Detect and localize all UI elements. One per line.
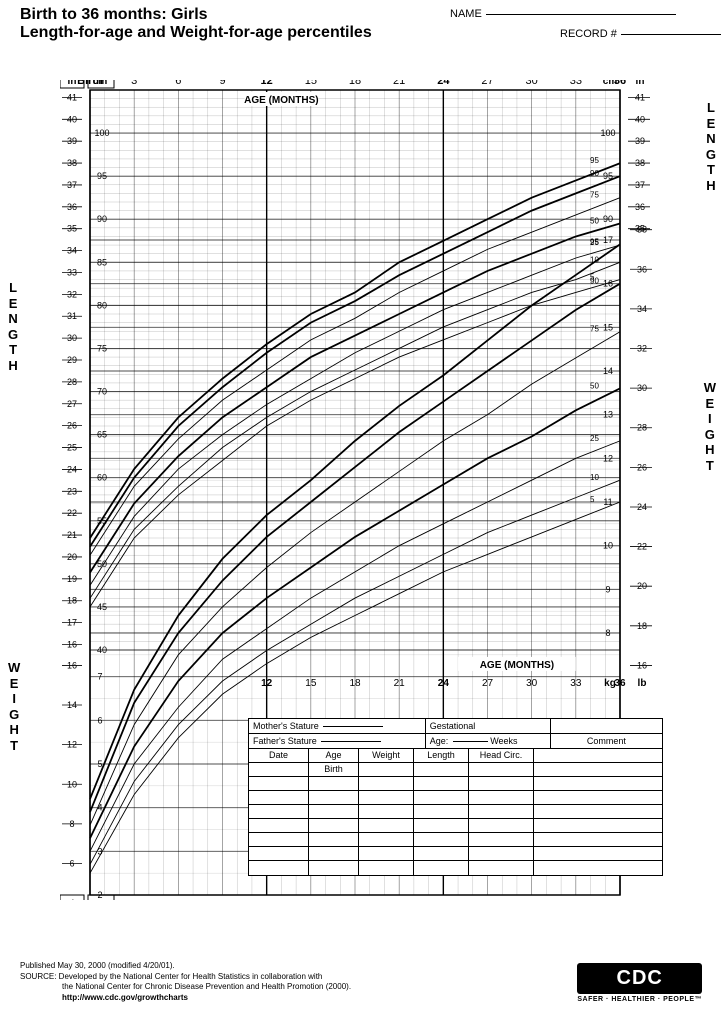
svg-text:8: 8 (605, 628, 610, 638)
svg-text:4: 4 (69, 898, 74, 900)
svg-text:90: 90 (97, 214, 107, 224)
svg-text:30: 30 (526, 678, 538, 689)
svg-text:33: 33 (570, 80, 582, 87)
svg-text:15: 15 (603, 322, 613, 332)
svg-text:kg: kg (604, 678, 616, 689)
length-label-left: LENGTH (8, 280, 20, 374)
data-entry-table: Mother's Stature GestationalFather's Sta… (248, 718, 663, 876)
svg-text:6: 6 (175, 80, 181, 87)
svg-text:50: 50 (590, 217, 599, 226)
svg-text:4: 4 (97, 803, 102, 813)
svg-text:90: 90 (590, 277, 599, 286)
svg-text:9: 9 (605, 584, 610, 594)
svg-text:17: 17 (603, 235, 613, 245)
svg-text:70: 70 (97, 387, 107, 397)
svg-text:15: 15 (305, 678, 317, 689)
svg-text:cm: cm (93, 80, 108, 87)
svg-text:18: 18 (349, 80, 361, 87)
name-field: NAME (450, 8, 676, 20)
svg-text:10: 10 (590, 473, 599, 482)
svg-text:50: 50 (590, 381, 599, 390)
svg-text:lb: lb (638, 678, 647, 689)
cdc-logo: CDC SAFER · HEALTHIER · PEOPLE™ (577, 963, 702, 1003)
record-field: RECORD # (560, 28, 721, 40)
svg-text:12: 12 (261, 80, 273, 87)
svg-text:27: 27 (481, 80, 493, 87)
svg-text:85: 85 (97, 257, 107, 267)
svg-text:100: 100 (94, 128, 109, 138)
svg-text:90: 90 (603, 214, 613, 224)
svg-text:21: 21 (393, 80, 405, 87)
svg-text:95: 95 (590, 237, 599, 246)
footer-source: Published May 30, 2000 (modified 4/20/01… (20, 961, 351, 1003)
svg-text:3: 3 (131, 80, 137, 87)
svg-text:6: 6 (97, 715, 102, 725)
svg-text:80: 80 (97, 300, 107, 310)
svg-text:60: 60 (97, 473, 107, 483)
weight-label-right: WEIGHT (704, 380, 718, 474)
weight-label-left: WEIGHT (8, 660, 22, 754)
svg-text:14: 14 (603, 366, 613, 376)
name-blank[interactable] (486, 14, 676, 15)
svg-text:95: 95 (590, 156, 599, 165)
svg-text:75: 75 (97, 343, 107, 353)
svg-text:in: in (636, 80, 645, 87)
svg-text:65: 65 (97, 430, 107, 440)
svg-text:24: 24 (438, 678, 450, 689)
svg-text:13: 13 (603, 410, 613, 420)
svg-text:21: 21 (394, 678, 406, 689)
svg-text:75: 75 (590, 325, 599, 334)
svg-text:10: 10 (603, 541, 613, 551)
svg-text:100: 100 (600, 128, 615, 138)
svg-text:45: 45 (97, 602, 107, 612)
svg-text:27: 27 (482, 678, 494, 689)
svg-text:AGE (MONTHS): AGE (MONTHS) (480, 660, 554, 671)
svg-text:24: 24 (437, 80, 450, 87)
svg-text:30: 30 (526, 80, 538, 87)
svg-text:12: 12 (603, 453, 613, 463)
svg-text:12: 12 (261, 678, 273, 689)
svg-text:cm: cm (603, 80, 618, 87)
svg-text:AGE (MONTHS): AGE (MONTHS) (244, 95, 318, 106)
svg-text:15: 15 (305, 80, 317, 87)
svg-text:75: 75 (590, 191, 599, 200)
svg-text:25: 25 (590, 434, 599, 443)
record-blank[interactable] (621, 34, 721, 35)
svg-text:5: 5 (590, 495, 595, 504)
svg-text:9: 9 (219, 80, 225, 87)
svg-text:40: 40 (97, 645, 107, 655)
svg-text:95: 95 (97, 171, 107, 181)
svg-text:in: in (68, 80, 77, 87)
svg-text:33: 33 (570, 678, 582, 689)
length-label-right: LENGTH (706, 100, 718, 194)
svg-text:18: 18 (349, 678, 361, 689)
svg-text:7: 7 (97, 672, 102, 682)
svg-text:36: 36 (614, 678, 626, 689)
